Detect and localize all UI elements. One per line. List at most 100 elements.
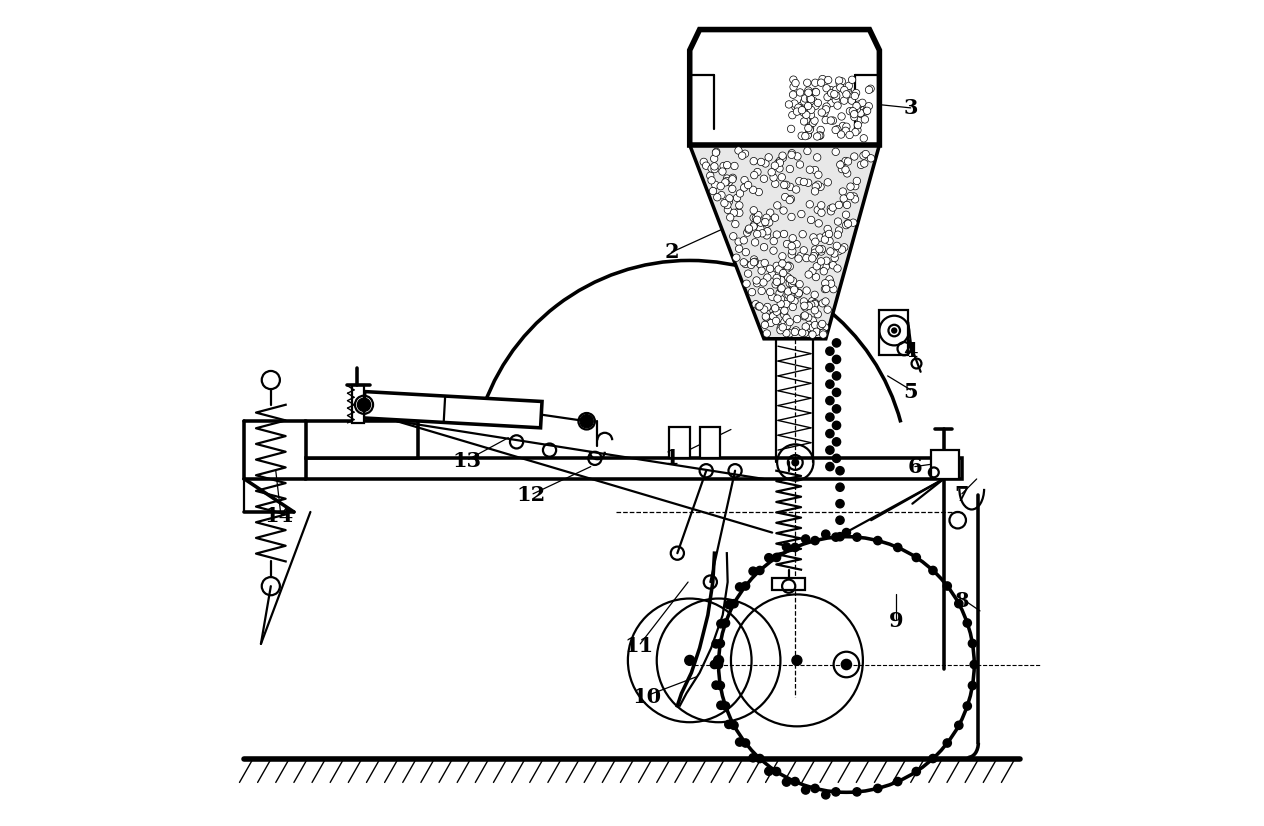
Circle shape (833, 388, 841, 396)
Circle shape (723, 161, 731, 169)
Circle shape (743, 280, 751, 287)
Circle shape (734, 238, 742, 245)
Circle shape (829, 286, 837, 293)
Circle shape (789, 235, 796, 242)
Circle shape (781, 181, 787, 188)
Circle shape (820, 109, 828, 116)
Circle shape (787, 251, 795, 259)
Circle shape (776, 289, 784, 297)
Circle shape (723, 178, 731, 185)
Circle shape (943, 582, 952, 590)
Circle shape (824, 225, 832, 233)
Polygon shape (351, 385, 364, 423)
Circle shape (795, 255, 803, 263)
Circle shape (723, 175, 731, 183)
Circle shape (847, 183, 854, 190)
Circle shape (806, 125, 814, 132)
Circle shape (808, 112, 814, 119)
Circle shape (782, 330, 790, 337)
Circle shape (763, 227, 771, 235)
Polygon shape (690, 145, 880, 339)
Circle shape (844, 220, 852, 227)
Circle shape (729, 176, 736, 183)
Circle shape (822, 324, 829, 331)
Circle shape (844, 220, 852, 227)
Circle shape (813, 263, 820, 270)
Circle shape (852, 89, 860, 97)
Circle shape (804, 147, 811, 154)
Circle shape (801, 535, 810, 544)
Circle shape (772, 767, 781, 776)
Circle shape (801, 311, 809, 319)
Text: 9: 9 (889, 610, 904, 631)
Circle shape (803, 323, 809, 330)
Circle shape (805, 302, 813, 310)
Circle shape (794, 108, 800, 116)
Circle shape (772, 317, 780, 325)
Circle shape (841, 97, 848, 104)
Circle shape (814, 311, 822, 318)
Circle shape (963, 619, 972, 627)
Circle shape (828, 89, 836, 97)
Circle shape (795, 104, 803, 112)
Circle shape (790, 83, 798, 91)
Circle shape (765, 553, 774, 562)
Circle shape (751, 259, 757, 266)
Circle shape (753, 169, 761, 176)
Circle shape (800, 247, 808, 254)
Circle shape (712, 181, 719, 188)
Circle shape (825, 463, 834, 471)
Circle shape (774, 274, 780, 282)
Circle shape (846, 107, 853, 115)
Circle shape (761, 218, 769, 225)
Circle shape (714, 660, 723, 668)
Circle shape (852, 196, 858, 203)
Circle shape (811, 249, 819, 256)
Circle shape (789, 91, 796, 98)
Circle shape (760, 175, 767, 183)
Circle shape (857, 116, 865, 123)
Circle shape (796, 281, 804, 288)
Circle shape (757, 261, 763, 268)
Circle shape (731, 209, 738, 216)
Circle shape (824, 93, 832, 101)
Circle shape (814, 206, 822, 214)
Circle shape (793, 240, 800, 248)
Circle shape (739, 259, 747, 266)
Circle shape (943, 739, 952, 748)
Circle shape (746, 225, 752, 232)
Circle shape (829, 116, 837, 124)
Polygon shape (306, 458, 962, 479)
Circle shape (806, 201, 814, 208)
Circle shape (708, 177, 715, 184)
Circle shape (785, 287, 791, 295)
Circle shape (811, 301, 819, 308)
Circle shape (777, 306, 785, 313)
Circle shape (767, 319, 775, 326)
Circle shape (817, 234, 824, 241)
Circle shape (727, 214, 734, 221)
Circle shape (799, 329, 806, 336)
Circle shape (791, 777, 799, 786)
Circle shape (762, 214, 770, 221)
Circle shape (786, 280, 794, 287)
Circle shape (775, 159, 782, 167)
Circle shape (770, 247, 777, 254)
Circle shape (796, 88, 804, 96)
Text: 5: 5 (904, 382, 918, 402)
Circle shape (825, 380, 834, 388)
Circle shape (838, 165, 846, 173)
Circle shape (710, 660, 719, 668)
Circle shape (822, 116, 829, 124)
Circle shape (824, 306, 832, 313)
Circle shape (757, 219, 765, 226)
Circle shape (867, 154, 875, 162)
Circle shape (836, 202, 843, 209)
Circle shape (814, 99, 822, 107)
Circle shape (781, 311, 787, 319)
Circle shape (809, 324, 817, 331)
Circle shape (809, 119, 817, 126)
Circle shape (771, 180, 779, 188)
Circle shape (851, 192, 857, 200)
Circle shape (744, 182, 752, 189)
